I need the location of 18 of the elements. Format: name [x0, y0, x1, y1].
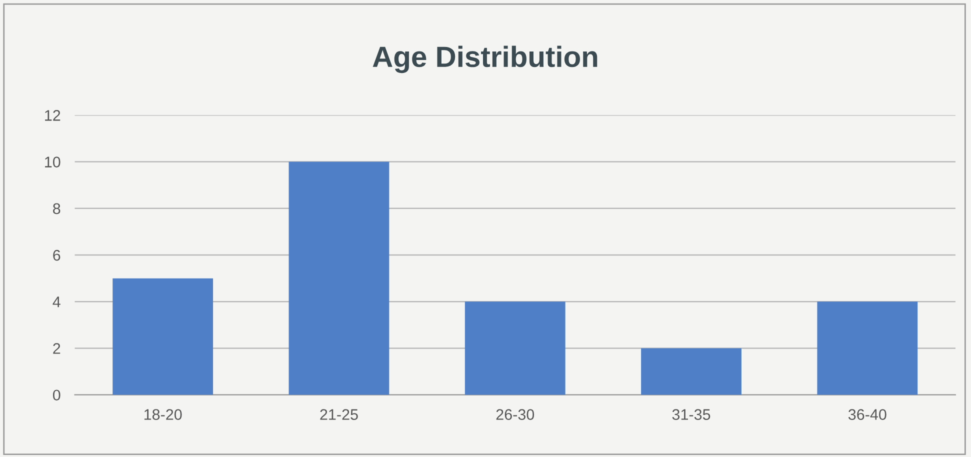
- bar: [817, 302, 918, 395]
- y-tick-label: 8: [53, 203, 60, 214]
- bar: [641, 348, 742, 395]
- y-tick-label: 4: [52, 296, 60, 308]
- y-tick-label: 6: [53, 250, 60, 261]
- y-tick-label: 2: [53, 343, 60, 354]
- bar: [464, 302, 566, 395]
- y-tick-label: 12: [45, 110, 60, 121]
- x-tick-label: 21-25: [320, 409, 358, 420]
- y-tick-label: 10: [45, 156, 60, 168]
- x-tick-label: 36-40: [848, 409, 886, 420]
- bar: [112, 278, 214, 395]
- bar: [288, 162, 390, 395]
- x-tick-label: 26-30: [496, 409, 534, 420]
- y-tick-label: 0: [52, 390, 60, 401]
- x-tick-label: 18-20: [144, 409, 182, 420]
- chart-title: Age Distribution: [372, 46, 598, 74]
- x-tick-label: 31-35: [672, 409, 710, 420]
